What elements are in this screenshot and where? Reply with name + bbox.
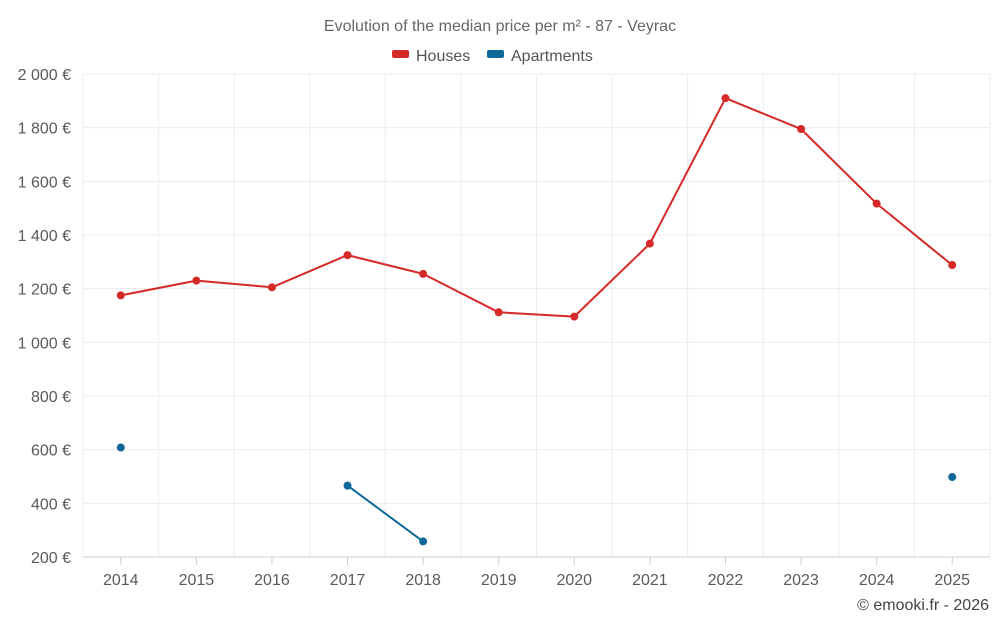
legend-item-apartments[interactable]: Apartments <box>487 48 593 65</box>
y-tick-label: 1 600 € <box>18 174 71 191</box>
data-point-houses-2022[interactable] <box>721 94 730 103</box>
y-tick-label: 1 200 € <box>18 282 71 299</box>
grid <box>82 73 991 557</box>
x-tick-label: 2021 <box>632 572 668 589</box>
legend: Houses Apartments <box>392 48 593 65</box>
series <box>116 94 957 546</box>
x-tick-label: 2023 <box>783 572 819 589</box>
legend-apartments-label: Apartments <box>511 48 593 65</box>
data-point-houses-2021[interactable] <box>645 239 654 248</box>
data-point-apartments-2017[interactable] <box>343 481 352 490</box>
x-tick-label: 2025 <box>934 572 970 589</box>
data-point-houses-2014[interactable] <box>116 291 125 300</box>
data-point-houses-2025[interactable] <box>948 261 957 270</box>
credit-text: © emooki.fr - 2026 <box>857 597 989 614</box>
legend-houses-label: Houses <box>416 48 470 65</box>
axes: 200 € 400 € 600 € 800 € 1 000 € 1 200 € 1 400 … <box>18 67 990 589</box>
legend-item-houses[interactable]: Houses <box>392 48 470 65</box>
x-tick-label: 2014 <box>103 572 139 589</box>
x-tick-label: 2024 <box>859 572 895 589</box>
x-tick-label: 2018 <box>405 572 441 589</box>
data-point-houses-2015[interactable] <box>192 276 201 285</box>
y-tick-label: 1 800 € <box>18 121 71 138</box>
series-apartments-line <box>346 484 425 543</box>
x-tick-label: 2022 <box>708 572 744 589</box>
data-point-apartments-2025[interactable] <box>948 473 957 482</box>
x-tick-label: 2020 <box>556 572 592 589</box>
y-tick-label: 600 € <box>31 443 71 460</box>
x-tick-label: 2015 <box>179 572 215 589</box>
y-tick-label: 2 000 € <box>18 67 71 84</box>
data-point-houses-2024[interactable] <box>872 199 881 208</box>
chart-title: Evolution of the median price per m² - 8… <box>324 18 676 35</box>
data-point-houses-2020[interactable] <box>570 312 579 321</box>
data-point-houses-2018[interactable] <box>419 269 428 278</box>
y-tick-label: 1 000 € <box>18 335 71 352</box>
series-houses <box>116 94 957 321</box>
x-tick-label: 2019 <box>481 572 517 589</box>
series-houses-line <box>119 97 954 318</box>
legend-apartments-swatch <box>487 50 504 58</box>
y-tick-label: 200 € <box>31 550 71 567</box>
series-apartments <box>116 443 957 546</box>
data-point-houses-2016[interactable] <box>267 283 276 292</box>
data-point-houses-2019[interactable] <box>494 308 503 317</box>
data-point-apartments-2014[interactable] <box>116 443 125 452</box>
data-point-houses-2023[interactable] <box>797 125 806 134</box>
y-tick-label: 1 400 € <box>18 228 71 245</box>
data-point-houses-2017[interactable] <box>343 251 352 260</box>
data-point-apartments-2018[interactable] <box>419 537 428 546</box>
y-tick-label: 800 € <box>31 389 71 406</box>
y-tick-label: 400 € <box>31 496 71 513</box>
x-tick-label: 2016 <box>254 572 290 589</box>
x-tick-label: 2017 <box>330 572 366 589</box>
legend-houses-swatch <box>392 50 409 58</box>
